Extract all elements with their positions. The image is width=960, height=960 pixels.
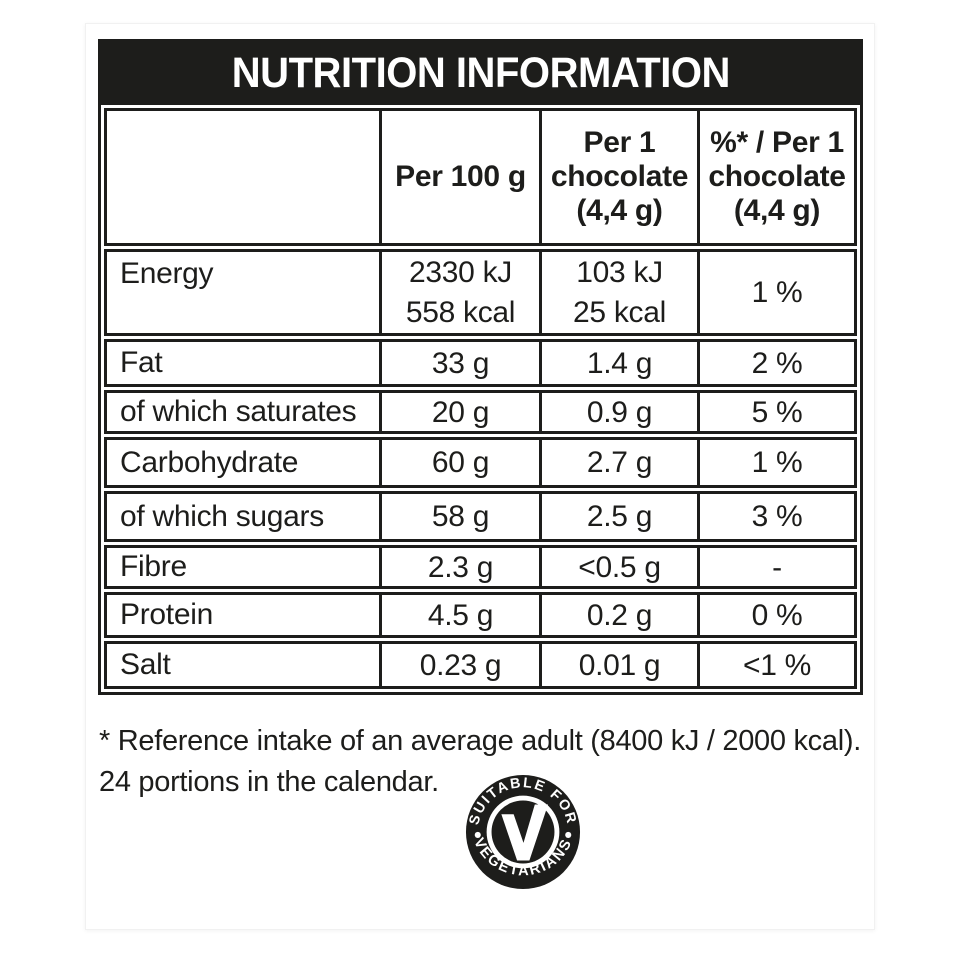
- footnote-line-2: 24 portions in the calendar.: [99, 766, 439, 798]
- badge-right-dot: [565, 831, 572, 838]
- value-per-100g: 33 g: [379, 342, 539, 384]
- table-row-salt: Salt 0.23 g 0.01 g <1 %: [104, 641, 857, 689]
- value-per-100g: 0.23 g: [379, 644, 539, 686]
- value-per-100g: 20 g: [379, 393, 539, 431]
- nutrition-table: NUTRITION INFORMATION Per 100 g Per 1 ch…: [98, 39, 863, 695]
- table-header-row: Per 100 g Per 1 chocolate (4,4 g) %* / P…: [104, 108, 857, 246]
- vegetarian-roundel-icon: SUITABLE FOR VEGETARIANS: [465, 774, 581, 890]
- value-per-chocolate: 1.4 g: [539, 342, 697, 384]
- title-bar: NUTRITION INFORMATION: [101, 42, 860, 105]
- value-per-chocolate: 0.9 g: [539, 393, 697, 431]
- nutrition-label-card: NUTRITION INFORMATION Per 100 g Per 1 ch…: [85, 23, 875, 930]
- row-label: of which saturates: [120, 395, 357, 428]
- row-label: Fibre: [120, 550, 187, 583]
- value-percent: <1 %: [697, 644, 854, 686]
- table-row-protein: Protein 4.5 g 0.2 g 0 %: [104, 592, 857, 638]
- table-row-energy: Energy 2330 kJ 558 kcal 103 kJ 25 kcal 1…: [104, 249, 857, 336]
- value-percent: 1 %: [697, 252, 854, 333]
- badge-left-dot: [474, 831, 481, 838]
- header-percent-per-chocolate: %* / Per 1 chocolate (4,4 g): [697, 111, 854, 243]
- footnote-line-1: * Reference intake of an average adult (…: [99, 725, 861, 757]
- value-percent: 3 %: [697, 494, 854, 539]
- row-label: Fat: [120, 346, 163, 379]
- table-row-fat: Fat 33 g 1.4 g 2 %: [104, 339, 857, 387]
- value-per-100g: 2330 kJ 558 kcal: [379, 252, 539, 333]
- header-per-100g: Per 100 g: [379, 111, 539, 243]
- value-per-chocolate: 2.7 g: [539, 440, 697, 485]
- value-per-chocolate: <0.5 g: [539, 548, 697, 586]
- value-per-100g: 2.3 g: [379, 548, 539, 586]
- header-empty-cell: [107, 111, 379, 243]
- table-row-fibre: Fibre 2.3 g <0.5 g -: [104, 545, 857, 589]
- vegetarian-v-mark: [501, 804, 549, 861]
- value-per-chocolate: 0.2 g: [539, 595, 697, 635]
- table-row-carbohydrate: Carbohydrate 60 g 2.7 g 1 %: [104, 437, 857, 488]
- row-label: Protein: [120, 598, 213, 631]
- table-body: Per 100 g Per 1 chocolate (4,4 g) %* / P…: [101, 105, 860, 692]
- value-per-100g: 4.5 g: [379, 595, 539, 635]
- page-title: NUTRITION INFORMATION: [231, 49, 730, 97]
- table-row-sugars: of which sugars 58 g 2.5 g 3 %: [104, 491, 857, 542]
- row-label: Salt: [120, 648, 171, 681]
- value-per-chocolate: 2.5 g: [539, 494, 697, 539]
- table-row-saturates: of which saturates 20 g 0.9 g 5 %: [104, 390, 857, 434]
- value-per-100g: 58 g: [379, 494, 539, 539]
- row-label: Carbohydrate: [120, 445, 299, 479]
- value-percent: 1 %: [697, 440, 854, 485]
- value-percent: -: [697, 548, 854, 586]
- row-label: of which sugars: [120, 499, 324, 533]
- value-percent: 0 %: [697, 595, 854, 635]
- reference-intake-footnote: * Reference intake of an average adult (…: [99, 721, 861, 803]
- value-per-chocolate: 103 kJ 25 kcal: [539, 252, 697, 333]
- value-percent: 2 %: [697, 342, 854, 384]
- row-label: Energy: [120, 257, 214, 290]
- value-percent: 5 %: [697, 393, 854, 431]
- suitable-for-vegetarians-badge: SUITABLE FOR VEGETARIANS: [464, 773, 582, 891]
- header-per-chocolate: Per 1 chocolate (4,4 g): [539, 111, 697, 243]
- value-per-100g: 60 g: [379, 440, 539, 485]
- value-per-chocolate: 0.01 g: [539, 644, 697, 686]
